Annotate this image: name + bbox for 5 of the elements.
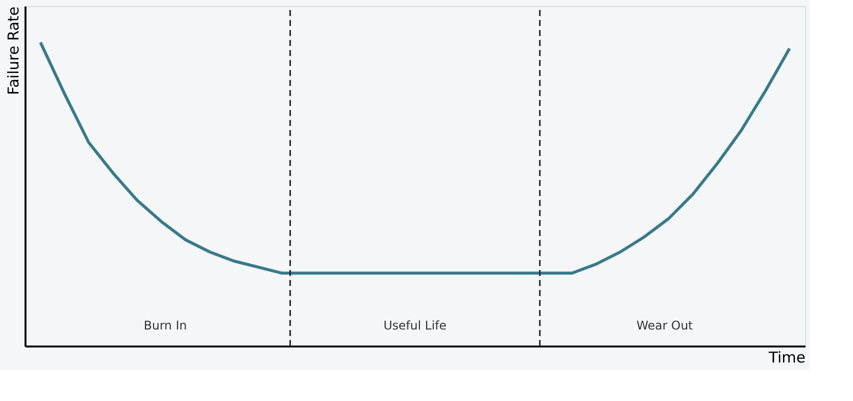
x-axis-title: Time xyxy=(768,348,806,366)
annotation: Burn In xyxy=(144,318,187,332)
y-axis-title: Failure Rate xyxy=(4,6,22,96)
annotation: Useful Life xyxy=(383,318,447,332)
annotation: Wear Out xyxy=(636,318,694,332)
